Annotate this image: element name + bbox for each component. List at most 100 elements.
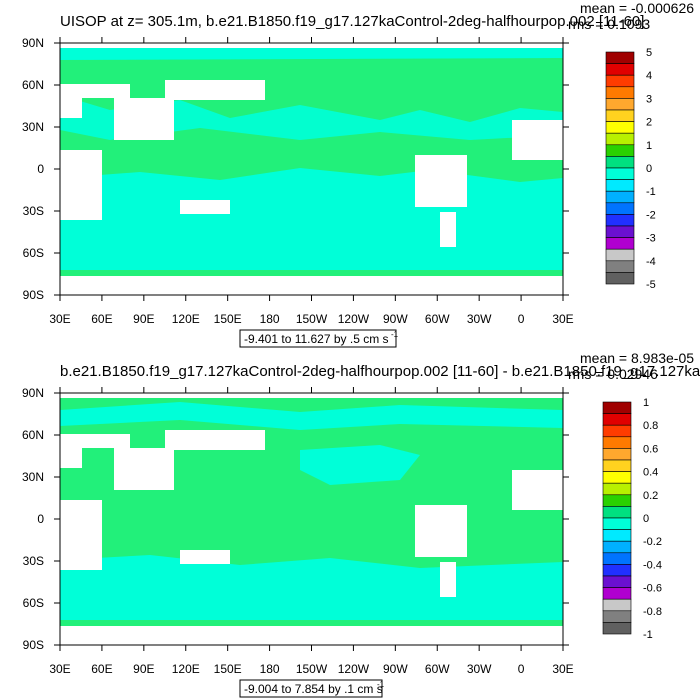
y-tick-label: 30N [22, 470, 44, 484]
colorbar-swatch [605, 260, 635, 273]
colorbar-label: 4 [646, 70, 652, 82]
colorbar-label: -1 [646, 186, 656, 198]
colorbar-swatch [602, 424, 632, 438]
colorbar-swatch [602, 494, 632, 507]
colorbar-swatch [605, 272, 635, 285]
colorbar-swatch [602, 552, 632, 565]
x-tick-label: 30W [467, 662, 492, 676]
top-map-area [59, 42, 564, 296]
x-tick-label: 60E [91, 662, 112, 676]
x-tick-label: 30E [552, 312, 573, 326]
colorbar-label: 3 [646, 93, 652, 105]
colorbar-label: -3 [646, 233, 656, 245]
colorbar-swatch [602, 610, 632, 623]
x-tick-label: 150E [214, 662, 242, 676]
top-axes: 30E 60E 90E 120E 150E 180 150W 120W 90W 60W 30W 0 30… [22, 36, 574, 326]
top-range-box: -9.401 to 11.627 by .5 cm s -1 [239, 329, 399, 348]
colorbar-label: 1 [646, 140, 652, 152]
colorbar-label: -0.6 [643, 583, 662, 595]
colorbar-label: 0.2 [643, 490, 658, 502]
colorbar-label: 0.8 [643, 420, 658, 432]
colorbar-swatch [602, 622, 632, 635]
colorbar-swatch [602, 482, 632, 496]
x-tick-label: 60W [425, 662, 450, 676]
top-range-sup: -1 [391, 330, 399, 339]
colorbar-label: 1 [643, 397, 649, 409]
top-colorbar: 5 4 3 2 1 0 -1 -2 -3 -4 -5 [605, 47, 656, 291]
colorbar-swatch [602, 575, 632, 588]
x-tick-label: 150W [296, 312, 328, 326]
colorbar-swatch [605, 132, 635, 146]
top-range-label: -9.401 to 11.627 by .5 cm s [244, 332, 389, 346]
x-tick-label: 120W [338, 312, 370, 326]
colorbar-label: 0 [643, 513, 649, 525]
colorbar-swatch [602, 448, 632, 461]
y-tick-label: 30N [22, 120, 44, 134]
y-tick-label: 60N [22, 428, 44, 442]
x-tick-label: 90W [383, 312, 408, 326]
colorbar-swatch [605, 63, 635, 76]
colorbar-swatch [605, 202, 635, 215]
x-tick-label: 30E [49, 662, 70, 676]
bottom-mean-stat: mean = 8.983e-05 [580, 350, 694, 366]
colorbar-swatch [605, 51, 635, 64]
bottom-range-label: -9.004 to 7.854 by .1 cm s [244, 682, 383, 696]
colorbar-label: -5 [646, 279, 656, 291]
bottom-range-sup: -1 [377, 680, 385, 689]
colorbar-swatch [602, 540, 632, 554]
colorbar-label: 0.4 [643, 467, 658, 479]
colorbar-swatch [602, 436, 632, 449]
colorbar-swatch [602, 564, 632, 577]
colorbar-label: -0.4 [643, 559, 662, 571]
colorbar-swatch [605, 167, 635, 180]
colorbar-label: 5 [646, 47, 652, 59]
colorbar-swatch [605, 190, 635, 204]
bottom-axes: 30E 60E 90E 120E 150E 180 150W 120W 90W 60W 30W 0 30… [22, 386, 574, 676]
bottom-anomaly-bands [60, 402, 563, 620]
bottom-colorbar: 1 0.8 0.6 0.4 0.2 0 -0.2 -0.4 -0.6 -0.8 -1 [602, 397, 662, 641]
y-tick-label: 90S [23, 288, 44, 302]
x-tick-label: 0 [518, 662, 525, 676]
y-tick-label: 0 [37, 512, 44, 526]
bottom-title: b.e21.B1850.f19_g17.127kaControl-2deg-ha… [60, 363, 700, 380]
y-tick-label: 30S [23, 554, 44, 568]
x-tick-label: 90E [133, 662, 154, 676]
colorbar-label: -0.2 [643, 536, 662, 548]
x-tick-label: 90W [383, 662, 408, 676]
x-tick-label: 180 [260, 312, 280, 326]
colorbar-swatch [605, 121, 635, 134]
y-tick-label: 90N [22, 386, 44, 400]
bottom-range-box: -9.004 to 7.854 by .1 cm s -1 [239, 679, 385, 698]
x-tick-label: 120W [338, 662, 370, 676]
colorbar-swatch [605, 74, 635, 88]
x-tick-label: 0 [518, 312, 525, 326]
colorbar-swatch [605, 248, 635, 262]
colorbar-swatch [605, 214, 635, 227]
colorbar-swatch [602, 471, 632, 484]
colorbar-label: 2 [646, 117, 652, 129]
top-mean-stat: mean = -0.000626 [580, 0, 694, 16]
top-rms-stat: rms = 0.1093 [568, 16, 650, 32]
y-tick-label: 60N [22, 78, 44, 92]
colorbar-label: -0.8 [643, 606, 662, 618]
colorbar-swatch [602, 459, 632, 472]
x-tick-label: 150W [296, 662, 328, 676]
colorbar-label: -4 [646, 256, 656, 268]
x-tick-label: 120E [172, 312, 200, 326]
colorbar-swatch [602, 413, 632, 426]
x-tick-label: 60W [425, 312, 450, 326]
y-tick-label: 30S [23, 204, 44, 218]
colorbar-swatch [605, 98, 635, 111]
colorbar-swatch [605, 225, 635, 238]
y-tick-label: 90N [22, 36, 44, 50]
colorbar-swatch [605, 144, 635, 157]
y-tick-label: 60S [23, 246, 44, 260]
y-tick-label: 0 [37, 162, 44, 176]
x-tick-label: 60E [91, 312, 112, 326]
x-tick-label: 150E [214, 312, 242, 326]
top-land-masks [60, 43, 563, 295]
colorbar-swatch [605, 179, 635, 192]
bottom-rms-stat: rms = 0.02946 [568, 366, 658, 382]
colorbar-swatch [602, 401, 632, 414]
x-tick-label: 30W [467, 312, 492, 326]
